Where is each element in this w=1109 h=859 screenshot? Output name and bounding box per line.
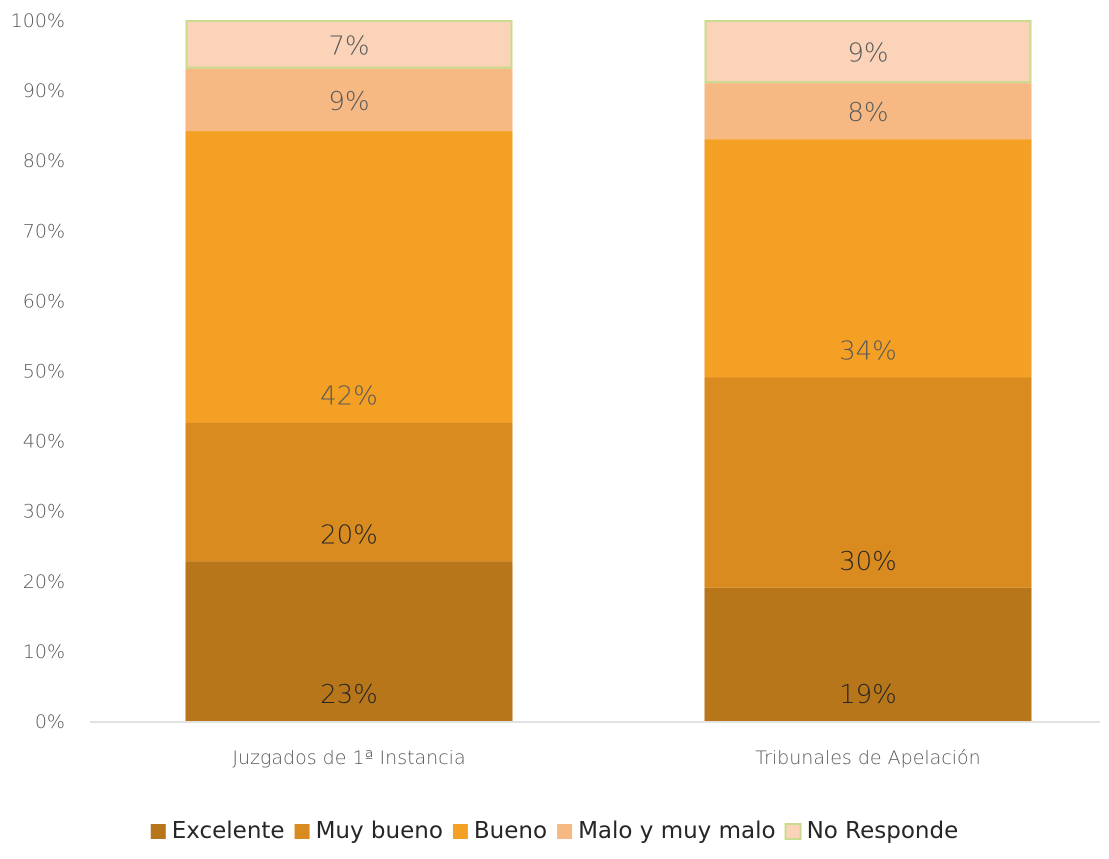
bar-value-label: 19% <box>839 680 897 710</box>
y-tick-label: 40% <box>23 431 65 453</box>
bar-segment <box>185 131 513 423</box>
bar-value-label: 42% <box>320 382 378 412</box>
y-tick-label: 0% <box>35 711 65 733</box>
legend-label: No Responde <box>807 818 959 844</box>
bar-segment <box>185 68 513 132</box>
bar-segment <box>185 20 513 69</box>
bar-segment <box>185 561 513 721</box>
y-tick-label: 10% <box>23 641 65 663</box>
legend-swatch <box>557 824 573 839</box>
y-tick-label: 20% <box>23 571 65 593</box>
y-tick-label: 70% <box>23 220 65 242</box>
legend-swatch <box>294 824 310 839</box>
bar-value-label: 7% <box>328 31 369 61</box>
y-tick-label: 90% <box>23 80 65 102</box>
y-tick-label: 80% <box>23 150 65 172</box>
legend: Excelente Muy bueno Bueno Malo y muy malo No… <box>150 818 959 844</box>
x-category-label: Tribunales de Apelación <box>755 747 980 769</box>
y-axis: 0% 10% 20% 30% 40% 50% 60% 70% 80% 90% 100% <box>11 10 65 733</box>
bar-segment <box>704 377 1032 588</box>
legend-swatch <box>784 823 802 840</box>
legend-label: Muy bueno <box>316 818 443 844</box>
x-axis: Juzgados de 1ª Instancia Tribunales de Ap… <box>90 721 1100 769</box>
x-category-label: Juzgados de 1ª Instancia <box>232 747 465 769</box>
bar-segment <box>704 83 1032 140</box>
legend-label: Malo y muy malo <box>578 818 776 844</box>
bars: 23% 20% 42% 9% 7% 19% 30% 34% 8% 9% <box>185 20 1032 721</box>
bar-segment <box>704 139 1032 378</box>
bar-value-label: 30% <box>839 547 897 577</box>
bar-value-label: 23% <box>320 680 378 710</box>
legend-label: Excelente <box>172 818 285 844</box>
legend-swatch <box>452 824 468 839</box>
y-tick-label: 100% <box>11 10 65 32</box>
y-tick-label: 50% <box>23 361 65 383</box>
bar-segment <box>704 587 1032 721</box>
y-tick-label: 60% <box>23 290 65 312</box>
bar-value-label: 20% <box>320 520 378 550</box>
legend-label: Bueno <box>474 818 547 844</box>
bar-value-label: 9% <box>847 39 888 69</box>
bar-segment <box>704 20 1032 84</box>
bar-value-label: 8% <box>847 98 888 128</box>
bar-value-label: 34% <box>839 337 897 367</box>
bar-segment <box>185 422 513 562</box>
legend-swatch <box>150 824 166 839</box>
y-tick-label: 30% <box>23 501 65 523</box>
bar-value-label: 9% <box>328 87 369 117</box>
